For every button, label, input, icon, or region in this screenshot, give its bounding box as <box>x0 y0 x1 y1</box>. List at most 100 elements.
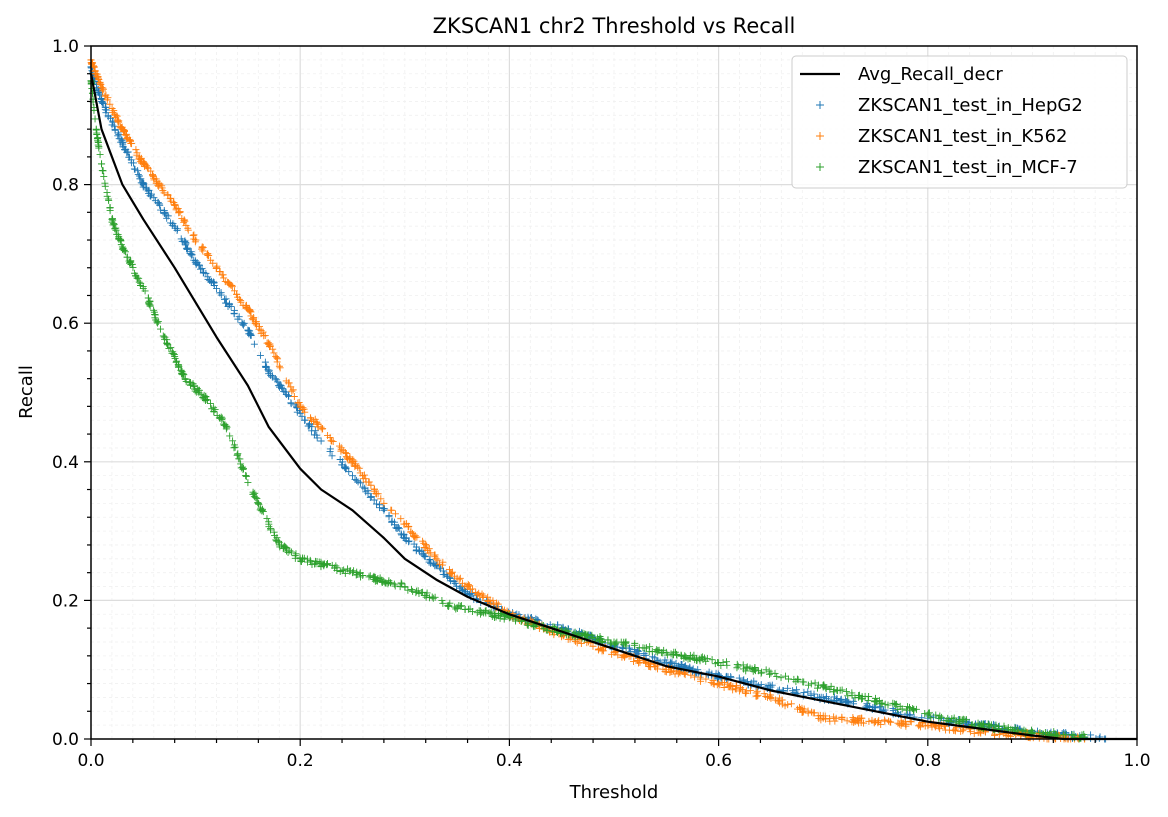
data-point <box>352 571 360 579</box>
data-point <box>92 126 100 134</box>
data-point <box>301 416 309 424</box>
data-point <box>115 131 123 139</box>
data-point <box>446 599 454 607</box>
data-point <box>697 654 705 662</box>
data-point <box>296 409 304 417</box>
data-point <box>171 355 179 363</box>
data-point <box>190 382 198 390</box>
data-point <box>158 182 166 190</box>
data-point <box>799 708 807 716</box>
data-point <box>618 653 626 661</box>
data-point <box>204 252 212 260</box>
data-point <box>793 675 801 683</box>
data-point <box>439 571 447 579</box>
data-point <box>886 718 894 726</box>
data-point <box>393 524 401 532</box>
data-point <box>439 599 447 607</box>
data-point <box>221 278 229 286</box>
data-point <box>332 562 340 570</box>
data-point <box>896 702 904 710</box>
data-point <box>220 274 228 282</box>
data-point <box>405 537 413 545</box>
data-point <box>323 561 331 569</box>
data-point <box>410 533 418 541</box>
data-point <box>713 681 721 689</box>
data-point <box>206 400 214 408</box>
data-point <box>246 327 254 335</box>
data-point <box>760 690 768 698</box>
data-point <box>950 726 958 734</box>
data-point <box>295 399 303 407</box>
data-point <box>163 214 171 222</box>
data-point <box>732 682 740 690</box>
data-point <box>859 719 867 727</box>
data-point <box>795 703 803 711</box>
data-point <box>274 378 282 386</box>
data-point <box>186 378 194 386</box>
data-point <box>351 463 359 471</box>
y-tick-label: 0.2 <box>52 591 79 611</box>
data-point <box>145 300 153 308</box>
data-point <box>303 555 311 563</box>
legend: Avg_Recall_decr ZKSCAN1_test_in_HepG2 ZKSC… <box>791 55 1128 189</box>
data-point <box>249 488 257 496</box>
data-point <box>608 650 616 658</box>
data-point <box>106 100 114 108</box>
y-tick-label: 0.0 <box>52 730 79 750</box>
data-point <box>643 644 650 652</box>
data-point <box>328 437 336 445</box>
data-point <box>181 238 189 246</box>
data-point <box>276 364 284 372</box>
data-point <box>208 405 216 413</box>
plot-frame <box>90 45 1138 740</box>
data-point <box>93 130 101 138</box>
data-point <box>452 605 460 613</box>
data-point <box>119 138 127 146</box>
data-point <box>753 692 761 700</box>
data-point <box>182 222 190 230</box>
data-point <box>255 325 263 333</box>
data-point <box>902 718 910 726</box>
data-point <box>680 670 688 678</box>
data-point <box>398 580 406 588</box>
data-point <box>475 589 483 597</box>
data-point <box>341 569 349 577</box>
data-point <box>807 708 815 716</box>
data-point <box>111 113 119 121</box>
data-point <box>734 662 742 670</box>
data-point <box>372 490 380 498</box>
data-point <box>427 549 435 557</box>
data-point <box>398 531 406 539</box>
data-point <box>620 640 628 648</box>
data-point <box>255 500 263 508</box>
data-point <box>159 332 167 340</box>
data-point <box>98 87 106 95</box>
data-point <box>133 149 141 157</box>
data-point <box>666 669 674 677</box>
data-point <box>360 471 368 479</box>
data-point <box>355 464 363 472</box>
data-point <box>927 714 935 722</box>
data-point <box>97 95 105 103</box>
data-point <box>455 575 463 583</box>
data-point <box>667 668 675 676</box>
data-point <box>222 422 230 430</box>
data-point <box>881 716 889 724</box>
data-point <box>345 567 353 575</box>
data-point <box>252 318 260 326</box>
data-point <box>412 587 420 595</box>
data-point <box>94 141 102 149</box>
data-point <box>137 154 145 162</box>
data-point <box>842 687 850 695</box>
data-point <box>924 709 932 717</box>
data-point <box>394 523 402 531</box>
legend-label: Avg_Recall_decr <box>858 64 1003 85</box>
data-point <box>164 341 172 349</box>
data-point <box>101 103 109 111</box>
data-point <box>864 696 872 704</box>
data-point <box>353 476 361 484</box>
data-point <box>133 274 141 282</box>
data-point <box>117 241 125 249</box>
data-point <box>242 472 250 480</box>
data-point <box>1078 731 1086 739</box>
